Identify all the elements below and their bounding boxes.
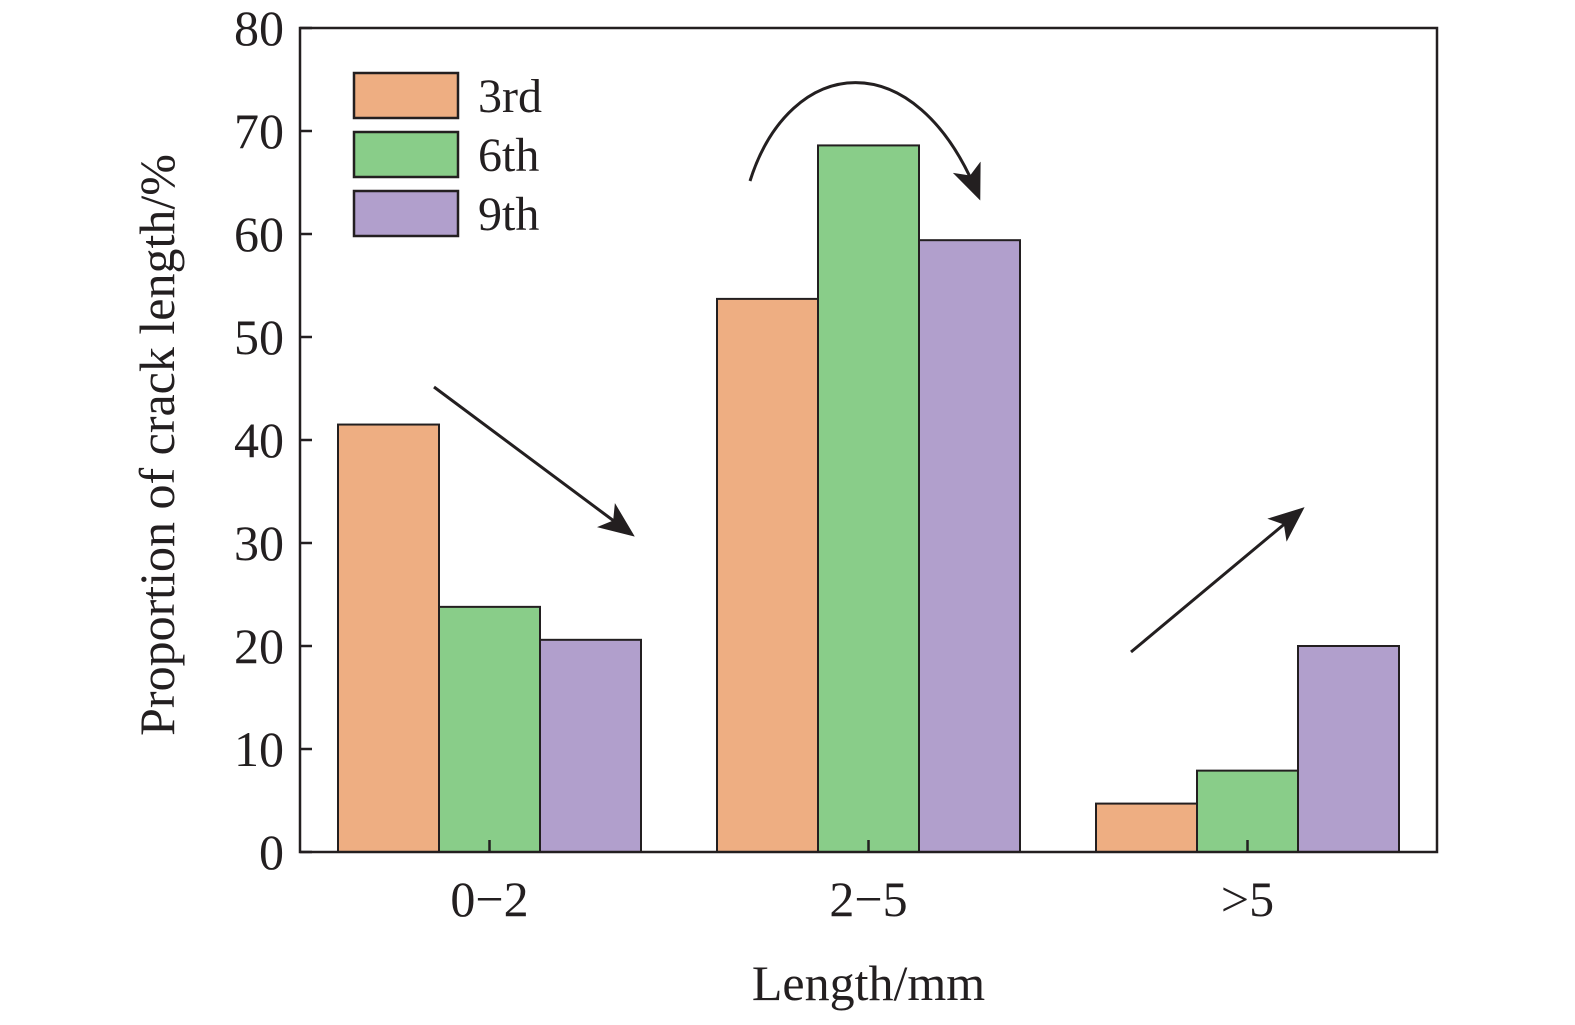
- bar-6th-0: [438, 605, 541, 853]
- trend-arrow-decreasing: [433, 385, 635, 537]
- legend-swatch-3rd: [352, 71, 460, 120]
- y-tick-label: 30: [234, 515, 284, 571]
- trend-arrow-increasing: [1130, 507, 1305, 654]
- y-tick-label: 80: [234, 0, 284, 56]
- y-tick-label: 40: [234, 412, 284, 468]
- bar-6th-1: [817, 144, 920, 854]
- y-tick-label: 20: [234, 618, 284, 674]
- x-axis-title: Length/mm: [752, 955, 985, 1011]
- legend-swatch-9th: [352, 189, 460, 238]
- x-tick-label: 0−2: [450, 871, 528, 927]
- ticks-layer: 0 10 20 30 40 50 60 70 80 0−2 2−5 >5: [234, 0, 1274, 927]
- legend-label: 9th: [478, 188, 539, 241]
- legend-label: 3rd: [478, 70, 542, 123]
- y-tick-label: 70: [234, 103, 284, 159]
- x-tick-label: 2−5: [829, 871, 907, 927]
- bars-layer: [337, 144, 1400, 854]
- bar-9th-0: [539, 638, 642, 853]
- legend-label: 6th: [478, 129, 539, 182]
- bar-3rd-2: [1095, 802, 1198, 854]
- bar-9th-2: [1297, 645, 1400, 853]
- y-tick-label: 0: [259, 824, 284, 880]
- bar-6th-2: [1196, 769, 1299, 854]
- y-tick-label: 60: [234, 206, 284, 262]
- trend-annotations: [433, 81, 1305, 654]
- y-tick-label: 50: [234, 309, 284, 365]
- y-axis-title: Proportion of crack length/%: [129, 154, 185, 736]
- legend: 3rd 6th 9th: [352, 70, 542, 241]
- bar-3rd-0: [337, 423, 440, 853]
- x-tick-label: >5: [1221, 871, 1274, 927]
- trend-arrow-curved: [748, 81, 981, 201]
- bar-9th-1: [918, 239, 1021, 853]
- legend-swatch-6th: [352, 130, 460, 179]
- y-tick-label: 10: [234, 721, 284, 777]
- bar-3rd-1: [716, 297, 819, 853]
